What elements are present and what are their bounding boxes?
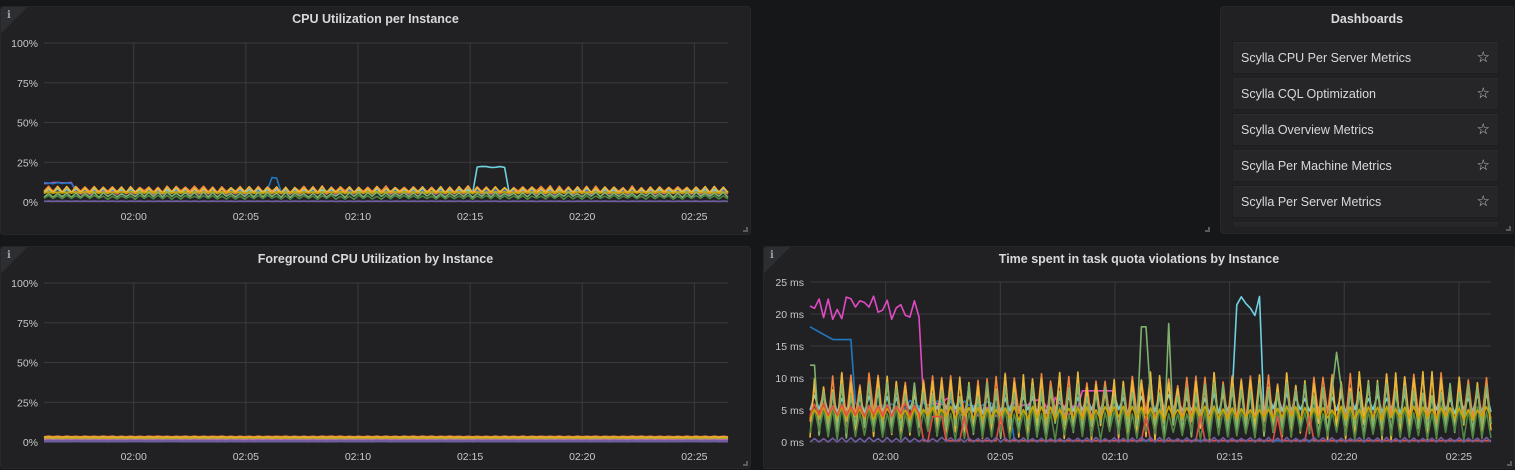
svg-text:20 ms: 20 ms [775, 309, 804, 321]
resize-handle[interactable] [1506, 226, 1511, 231]
resize-handle[interactable] [743, 227, 748, 232]
star-icon[interactable]: ☆ [1476, 121, 1490, 138]
svg-text:02:25: 02:25 [1446, 451, 1472, 463]
cpu-utilization-panel: i CPU Utilization per Instance 0% 25% 50% 7… [0, 6, 751, 235]
svg-text:0%: 0% [23, 437, 38, 449]
resize-handle[interactable] [743, 461, 748, 466]
svg-text:02:10: 02:10 [345, 211, 371, 223]
panel-title[interactable]: Time spent in task quota violations by I… [998, 252, 1280, 266]
svg-text:50%: 50% [17, 118, 38, 130]
dashboard-item[interactable]: Scylla CPU Per Server Metrics ☆ [1232, 41, 1499, 74]
svg-text:02:15: 02:15 [1216, 451, 1242, 463]
dashboard-item[interactable]: Scylla Per Machine Metrics ☆ [1232, 149, 1499, 182]
svg-text:10 ms: 10 ms [775, 373, 804, 385]
svg-text:02:05: 02:05 [987, 451, 1013, 463]
panel-title: Dashboards [1330, 12, 1404, 26]
svg-text:50%: 50% [17, 358, 38, 370]
panel-info-corner[interactable] [764, 247, 790, 273]
dashboard-item[interactable]: Scylla Per Server Metrics ☆ [1232, 185, 1499, 218]
dashboard-item[interactable] [1232, 221, 1499, 227]
svg-text:02:20: 02:20 [569, 451, 595, 463]
svg-text:0%: 0% [23, 197, 38, 209]
svg-text:02:25: 02:25 [681, 211, 707, 223]
svg-text:02:05: 02:05 [233, 211, 259, 223]
panel-info-corner[interactable] [1, 247, 27, 273]
svg-text:02:10: 02:10 [1102, 451, 1128, 463]
svg-text:100%: 100% [11, 38, 38, 50]
svg-text:5 ms: 5 ms [781, 405, 804, 417]
svg-text:02:15: 02:15 [457, 211, 483, 223]
star-icon[interactable]: ☆ [1476, 193, 1490, 210]
dashboard-item-label[interactable]: Scylla CPU Per Server Metrics [1241, 50, 1412, 65]
svg-text:02:15: 02:15 [457, 451, 483, 463]
dashboards-panel: Dashboards Scylla CPU Per Server Metrics… [1220, 6, 1514, 234]
svg-text:75%: 75% [17, 78, 38, 90]
info-icon[interactable]: i [7, 10, 11, 21]
svg-text:02:00: 02:00 [873, 451, 899, 463]
svg-text:02:25: 02:25 [681, 451, 707, 463]
panel-title[interactable]: Foreground CPU Utilization by Instance [257, 252, 494, 266]
svg-text:25%: 25% [17, 157, 38, 169]
info-icon[interactable]: i [7, 250, 11, 261]
resize-handle[interactable] [1205, 227, 1210, 232]
svg-text:25%: 25% [17, 397, 38, 409]
dashboard-item[interactable]: Scylla Overview Metrics ☆ [1232, 113, 1499, 146]
panel-info-corner[interactable] [1, 7, 27, 33]
svg-text:02:00: 02:00 [121, 211, 147, 223]
star-icon[interactable]: ☆ [1476, 157, 1490, 174]
svg-text:100%: 100% [11, 278, 38, 290]
empty-panel-area [756, 6, 1214, 234]
dashboard-list[interactable]: Scylla CPU Per Server Metrics ☆ Scylla C… [1232, 41, 1499, 227]
foreground-cpu-chart[interactable]: 0% 25% 50% 75% 100% 02:00 02:05 02:10 02:15 02:20… [1, 247, 752, 470]
dashboard-item-label[interactable]: Scylla Overview Metrics [1241, 122, 1374, 137]
svg-text:15 ms: 15 ms [775, 341, 804, 353]
resize-handle[interactable] [1507, 461, 1512, 466]
cpu-utilization-chart[interactable]: 0% 25% 50% 75% 100% 02:00 02:05 02:10 02:15 02:20… [1, 7, 752, 236]
panel-title[interactable]: CPU Utilization per Instance [292, 12, 459, 26]
dashboard-item-label[interactable]: Scylla CQL Optimization [1241, 86, 1376, 101]
svg-text:25 ms: 25 ms [775, 277, 804, 289]
foreground-cpu-panel: i Foreground CPU Utilization by Instance… [0, 246, 751, 469]
task-quota-violations-panel: i Time spent in task quota violations by… [763, 246, 1515, 469]
star-icon[interactable]: ☆ [1476, 49, 1490, 66]
svg-text:75%: 75% [17, 318, 38, 330]
svg-text:02:20: 02:20 [569, 211, 595, 223]
svg-text:02:00: 02:00 [121, 451, 147, 463]
task-quota-violations-chart[interactable]: 0 ms 5 ms 10 ms 15 ms 20 ms 25 ms 02:00 02:05 02… [764, 247, 1515, 470]
svg-text:0 ms: 0 ms [781, 437, 804, 449]
dashboard-item-label[interactable]: Scylla Per Machine Metrics [1241, 158, 1392, 173]
svg-text:02:10: 02:10 [345, 451, 371, 463]
dashboard-item[interactable]: Scylla CQL Optimization ☆ [1232, 77, 1499, 110]
svg-text:02:20: 02:20 [1331, 451, 1357, 463]
dashboard-item-label[interactable]: Scylla Per Server Metrics [1241, 194, 1382, 209]
star-icon[interactable]: ☆ [1476, 85, 1490, 102]
svg-text:02:05: 02:05 [233, 451, 259, 463]
info-icon[interactable]: i [770, 250, 774, 261]
